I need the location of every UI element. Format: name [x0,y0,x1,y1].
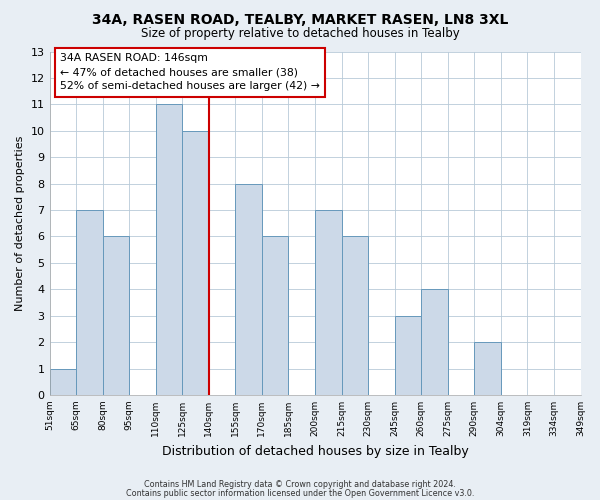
Bar [235,184,262,395]
Bar [262,236,289,395]
Bar [395,316,421,395]
Bar [475,342,501,395]
Text: Contains HM Land Registry data © Crown copyright and database right 2024.: Contains HM Land Registry data © Crown c… [144,480,456,489]
Bar [156,104,182,395]
Bar [421,290,448,395]
Bar [50,368,76,395]
Bar [315,210,341,395]
Bar [103,236,129,395]
Text: 34A, RASEN ROAD, TEALBY, MARKET RASEN, LN8 3XL: 34A, RASEN ROAD, TEALBY, MARKET RASEN, L… [92,12,508,26]
Y-axis label: Number of detached properties: Number of detached properties [15,136,25,311]
Bar [76,210,103,395]
Text: 34A RASEN ROAD: 146sqm
← 47% of detached houses are smaller (38)
52% of semi-det: 34A RASEN ROAD: 146sqm ← 47% of detached… [60,53,320,91]
Text: Contains public sector information licensed under the Open Government Licence v3: Contains public sector information licen… [126,488,474,498]
Bar [341,236,368,395]
Text: Size of property relative to detached houses in Tealby: Size of property relative to detached ho… [140,28,460,40]
Bar [182,131,209,395]
X-axis label: Distribution of detached houses by size in Tealby: Distribution of detached houses by size … [161,444,469,458]
